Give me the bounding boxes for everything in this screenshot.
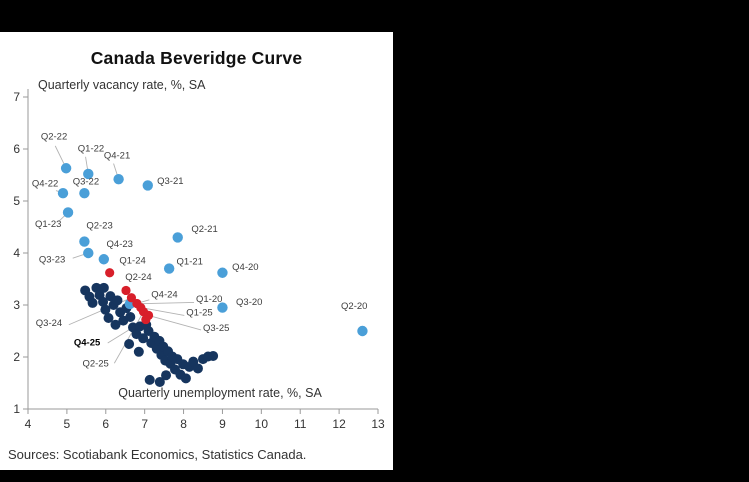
scatter-point: [87, 297, 98, 308]
point-label: Q2-20: [341, 301, 367, 312]
point-label: Q4-25: [74, 338, 101, 349]
scatter-point: [154, 376, 165, 387]
scatter-point: [79, 188, 90, 199]
point-label: Q4-24: [151, 290, 177, 301]
point-label: Q1-25: [186, 307, 212, 318]
scatter-point: [138, 333, 149, 344]
scatter-point: [357, 325, 368, 337]
y-tick-label: 6: [13, 142, 20, 156]
scatter-point: [172, 232, 183, 243]
point-label: Q1-23: [35, 219, 61, 230]
x-tick-label: 4: [25, 417, 32, 431]
point-label: Q4-21: [104, 150, 130, 161]
scatter-point: [180, 373, 191, 384]
scatter-point: [141, 314, 151, 325]
scatter-point: [126, 293, 137, 303]
scatter-point: [217, 267, 228, 278]
point-label: Q1-22: [78, 144, 104, 155]
scatter-point: [110, 319, 121, 330]
scatter-point: [121, 285, 131, 296]
x-tick-label: 6: [102, 417, 109, 431]
y-tick-label: 4: [13, 246, 20, 260]
scatter-point: [60, 163, 72, 174]
scatter-point: [103, 313, 114, 323]
scatter-point: [105, 268, 115, 278]
chart-panel: Canada Beveridge Curve 4 5 6 7 8 9 10 11 12 13 1 2 3…: [0, 32, 393, 470]
scatter-point: [98, 282, 109, 293]
x-tick-label: 8: [180, 417, 187, 431]
scatter-point: [124, 339, 135, 349]
scatter-point: [98, 296, 109, 307]
point-label: Q4-23: [107, 239, 133, 250]
y-tick-label: 3: [13, 298, 20, 312]
x-tick-label: 13: [371, 417, 385, 431]
scatter-point: [79, 236, 90, 247]
label-leader-line: [113, 311, 144, 364]
point-label: Q1-24: [119, 255, 145, 266]
point-label: Q1-21: [177, 256, 203, 267]
x-axis-title: Quarterly unemployment rate, %, SA: [118, 386, 322, 400]
scatter-point: [125, 311, 136, 322]
scatter-point: [217, 302, 228, 313]
point-label: Q2-25: [82, 358, 108, 369]
scatter-point: [208, 350, 219, 361]
y-tick-label: 5: [13, 194, 20, 208]
scatter-point: [144, 374, 155, 385]
scatter-point: [192, 363, 203, 374]
y-tick-label: 7: [13, 90, 20, 104]
x-tick-label: 7: [141, 417, 148, 431]
point-label: Q3-21: [157, 176, 183, 187]
scatter-point: [62, 207, 74, 218]
sources-note: Sources: Scotiabank Economics, Statistic…: [8, 447, 307, 462]
y-tick-label: 2: [13, 350, 20, 364]
x-tick-label: 10: [255, 417, 269, 431]
point-label: Q3-25: [203, 323, 229, 334]
point-label: Q2-23: [86, 221, 112, 232]
point-label: Q3-23: [39, 254, 65, 265]
point-label: Q3-22: [73, 176, 99, 187]
scatter-point: [133, 346, 144, 357]
x-tick-label: 11: [294, 417, 307, 431]
scatter-point: [142, 180, 153, 191]
scatter-point: [83, 247, 94, 259]
point-label: Q2-21: [191, 224, 217, 235]
y-tick-label: 1: [13, 402, 20, 416]
scatter-point: [100, 304, 111, 315]
scatter-point: [112, 295, 123, 306]
y-axis-title: Quarterly vacancy rate, %, SA: [38, 78, 206, 92]
point-label: Q1-20: [196, 294, 222, 305]
label-leader-line: [148, 314, 202, 331]
scatter-point: [161, 370, 172, 381]
scatter-point: [83, 168, 94, 180]
scatter-point: [98, 254, 110, 265]
point-label: Q4-22: [32, 178, 58, 189]
scatter-point: [113, 173, 124, 185]
x-tick-label: 12: [332, 417, 346, 431]
x-tick-label: 5: [64, 417, 71, 431]
point-label: Q3-24: [36, 318, 62, 329]
point-label: Q2-22: [41, 132, 67, 143]
label-leader-line: [140, 307, 185, 316]
point-label: Q4-20: [232, 262, 258, 273]
scatter-point: [57, 188, 69, 199]
point-label: Q3-20: [236, 297, 262, 308]
chart-title: Canada Beveridge Curve: [90, 48, 303, 68]
x-tick-label: 9: [219, 417, 226, 431]
point-label: Q2-24: [125, 272, 151, 283]
scatter-point: [163, 263, 175, 274]
